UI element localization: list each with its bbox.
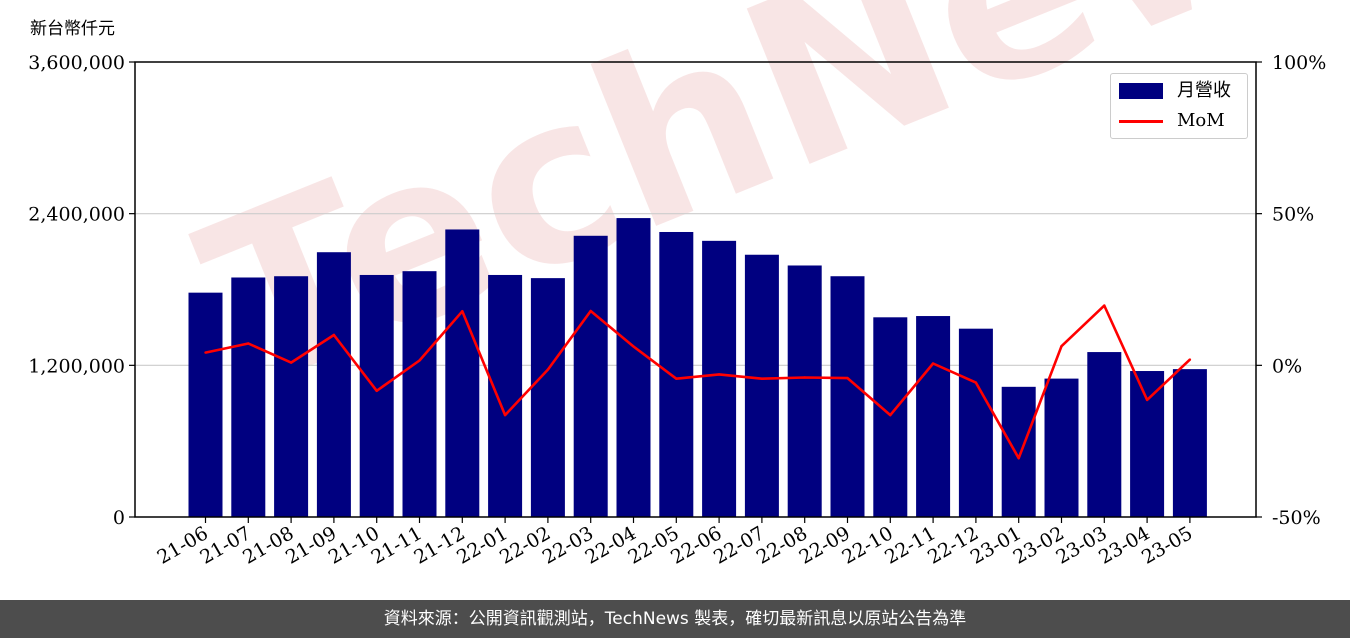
bar-21-12 (445, 229, 480, 517)
mom-point-23-04 (1145, 398, 1149, 402)
mom-point-21-08 (289, 361, 293, 364)
bar-series (188, 218, 1207, 518)
bar-22-10 (873, 317, 908, 517)
bar-22-06 (702, 240, 737, 517)
mom-point-22-06 (717, 373, 721, 376)
legend-label-mom: MoM (1177, 110, 1225, 131)
mom-point-22-12 (974, 381, 978, 384)
bar-23-01 (1001, 386, 1036, 517)
mom-point-22-07 (760, 377, 764, 380)
mom-point-21-07 (247, 342, 250, 345)
bar-22-05 (659, 231, 694, 518)
bar-22-03 (573, 235, 608, 517)
bar-21-09 (316, 252, 351, 517)
bar-21-08 (274, 276, 309, 517)
y-left-tick-label: 1,200,000 (28, 355, 125, 377)
legend: 月營收 MoM (1110, 73, 1248, 139)
y-right-tick-label: 0% (1272, 355, 1302, 377)
mom-point-22-08 (803, 376, 806, 379)
bar-21-11 (402, 271, 437, 517)
legend-label-revenue: 月營收 (1177, 80, 1231, 101)
mom-point-22-04 (632, 345, 635, 348)
bar-23-04 (1130, 371, 1165, 517)
bar-22-04 (616, 218, 651, 517)
mom-point-23-01 (1017, 456, 1020, 460)
bar-23-05 (1172, 369, 1207, 517)
y-axis-unit-label: 新台幣仟元 (30, 19, 115, 39)
legend-item-mom: MoM (1119, 108, 1245, 132)
y-right-tick-label: -50% (1272, 507, 1321, 529)
bar-22-07 (744, 254, 779, 518)
y-right-tick-label: 50% (1272, 204, 1314, 226)
legend-swatch-line (1119, 120, 1163, 123)
mom-series (204, 304, 1192, 460)
bar-21-07 (231, 277, 266, 517)
mom-point-21-12 (461, 310, 464, 313)
y-left-tick-label: 2,400,000 (28, 204, 125, 226)
axes (134, 61, 1257, 518)
mom-line (205, 304, 1191, 460)
mom-point-21-09 (332, 333, 336, 337)
bar-22-12 (958, 328, 993, 517)
mom-point-22-01 (503, 413, 507, 417)
legend-swatch-bar (1119, 83, 1163, 99)
bar-23-03 (1087, 352, 1122, 517)
bar-21-06 (188, 292, 223, 517)
mom-point-23-02 (1060, 345, 1063, 348)
mom-point-22-02 (546, 368, 550, 371)
mom-point-21-10 (375, 389, 378, 393)
mom-point-22-05 (675, 377, 678, 380)
y-right-tick-label: 100% (1272, 52, 1326, 74)
legend-item-revenue: 月營收 (1119, 78, 1245, 102)
y-left-tick-label: 0 (113, 507, 125, 529)
bar-22-02 (530, 278, 565, 517)
mom-point-22-11 (931, 362, 935, 365)
bar-21-10 (359, 274, 394, 517)
bar-22-01 (488, 274, 523, 517)
plot-frame (134, 61, 1257, 518)
mom-point-21-11 (418, 359, 421, 362)
mom-point-22-10 (889, 413, 892, 417)
bar-22-09 (830, 276, 865, 517)
bar-22-11 (916, 316, 951, 517)
y-left-tick-label: 3,600,000 (28, 52, 125, 74)
mom-point-23-05 (1188, 358, 1192, 361)
mom-point-22-03 (589, 309, 592, 313)
mom-point-21-06 (204, 351, 207, 354)
source-footer: 資料來源：公開資訊觀測站，TechNews 製表，確切最新訊息以原站公告為準 (0, 600, 1350, 638)
mom-point-22-09 (846, 376, 849, 380)
bar-23-02 (1044, 378, 1079, 517)
x-tick-label-23-05: 23-05 (1138, 522, 1196, 568)
bar-22-08 (787, 265, 822, 517)
mom-point-23-03 (1103, 304, 1106, 307)
